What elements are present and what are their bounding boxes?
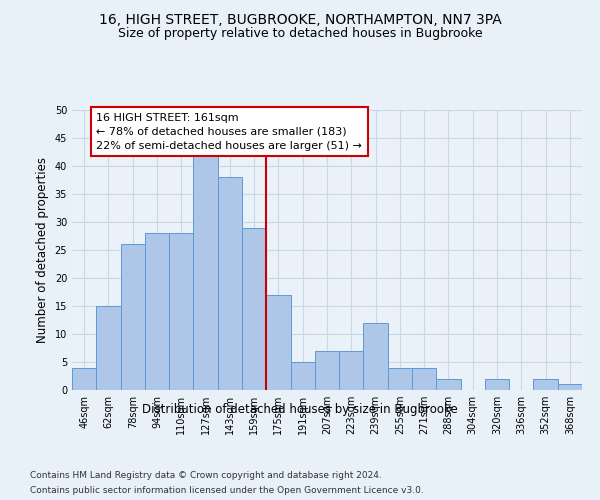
Bar bbox=[193, 155, 218, 390]
Bar bbox=[218, 177, 242, 390]
Text: Size of property relative to detached houses in Bugbrooke: Size of property relative to detached ho… bbox=[118, 28, 482, 40]
Bar bbox=[339, 351, 364, 390]
Bar bbox=[533, 379, 558, 390]
Bar bbox=[388, 368, 412, 390]
Bar bbox=[121, 244, 145, 390]
Bar bbox=[242, 228, 266, 390]
Bar bbox=[558, 384, 582, 390]
Bar bbox=[436, 379, 461, 390]
Bar bbox=[266, 295, 290, 390]
Bar bbox=[96, 306, 121, 390]
Bar bbox=[315, 351, 339, 390]
Bar bbox=[72, 368, 96, 390]
Text: Contains public sector information licensed under the Open Government Licence v3: Contains public sector information licen… bbox=[30, 486, 424, 495]
Bar bbox=[412, 368, 436, 390]
Text: Distribution of detached houses by size in Bugbrooke: Distribution of detached houses by size … bbox=[142, 402, 458, 415]
Bar bbox=[290, 362, 315, 390]
Bar bbox=[364, 323, 388, 390]
Bar bbox=[145, 233, 169, 390]
Y-axis label: Number of detached properties: Number of detached properties bbox=[36, 157, 49, 343]
Text: 16, HIGH STREET, BUGBROOKE, NORTHAMPTON, NN7 3PA: 16, HIGH STREET, BUGBROOKE, NORTHAMPTON,… bbox=[98, 12, 502, 26]
Bar bbox=[485, 379, 509, 390]
Text: Contains HM Land Registry data © Crown copyright and database right 2024.: Contains HM Land Registry data © Crown c… bbox=[30, 471, 382, 480]
Text: 16 HIGH STREET: 161sqm
← 78% of detached houses are smaller (183)
22% of semi-de: 16 HIGH STREET: 161sqm ← 78% of detached… bbox=[96, 113, 362, 151]
Bar bbox=[169, 233, 193, 390]
